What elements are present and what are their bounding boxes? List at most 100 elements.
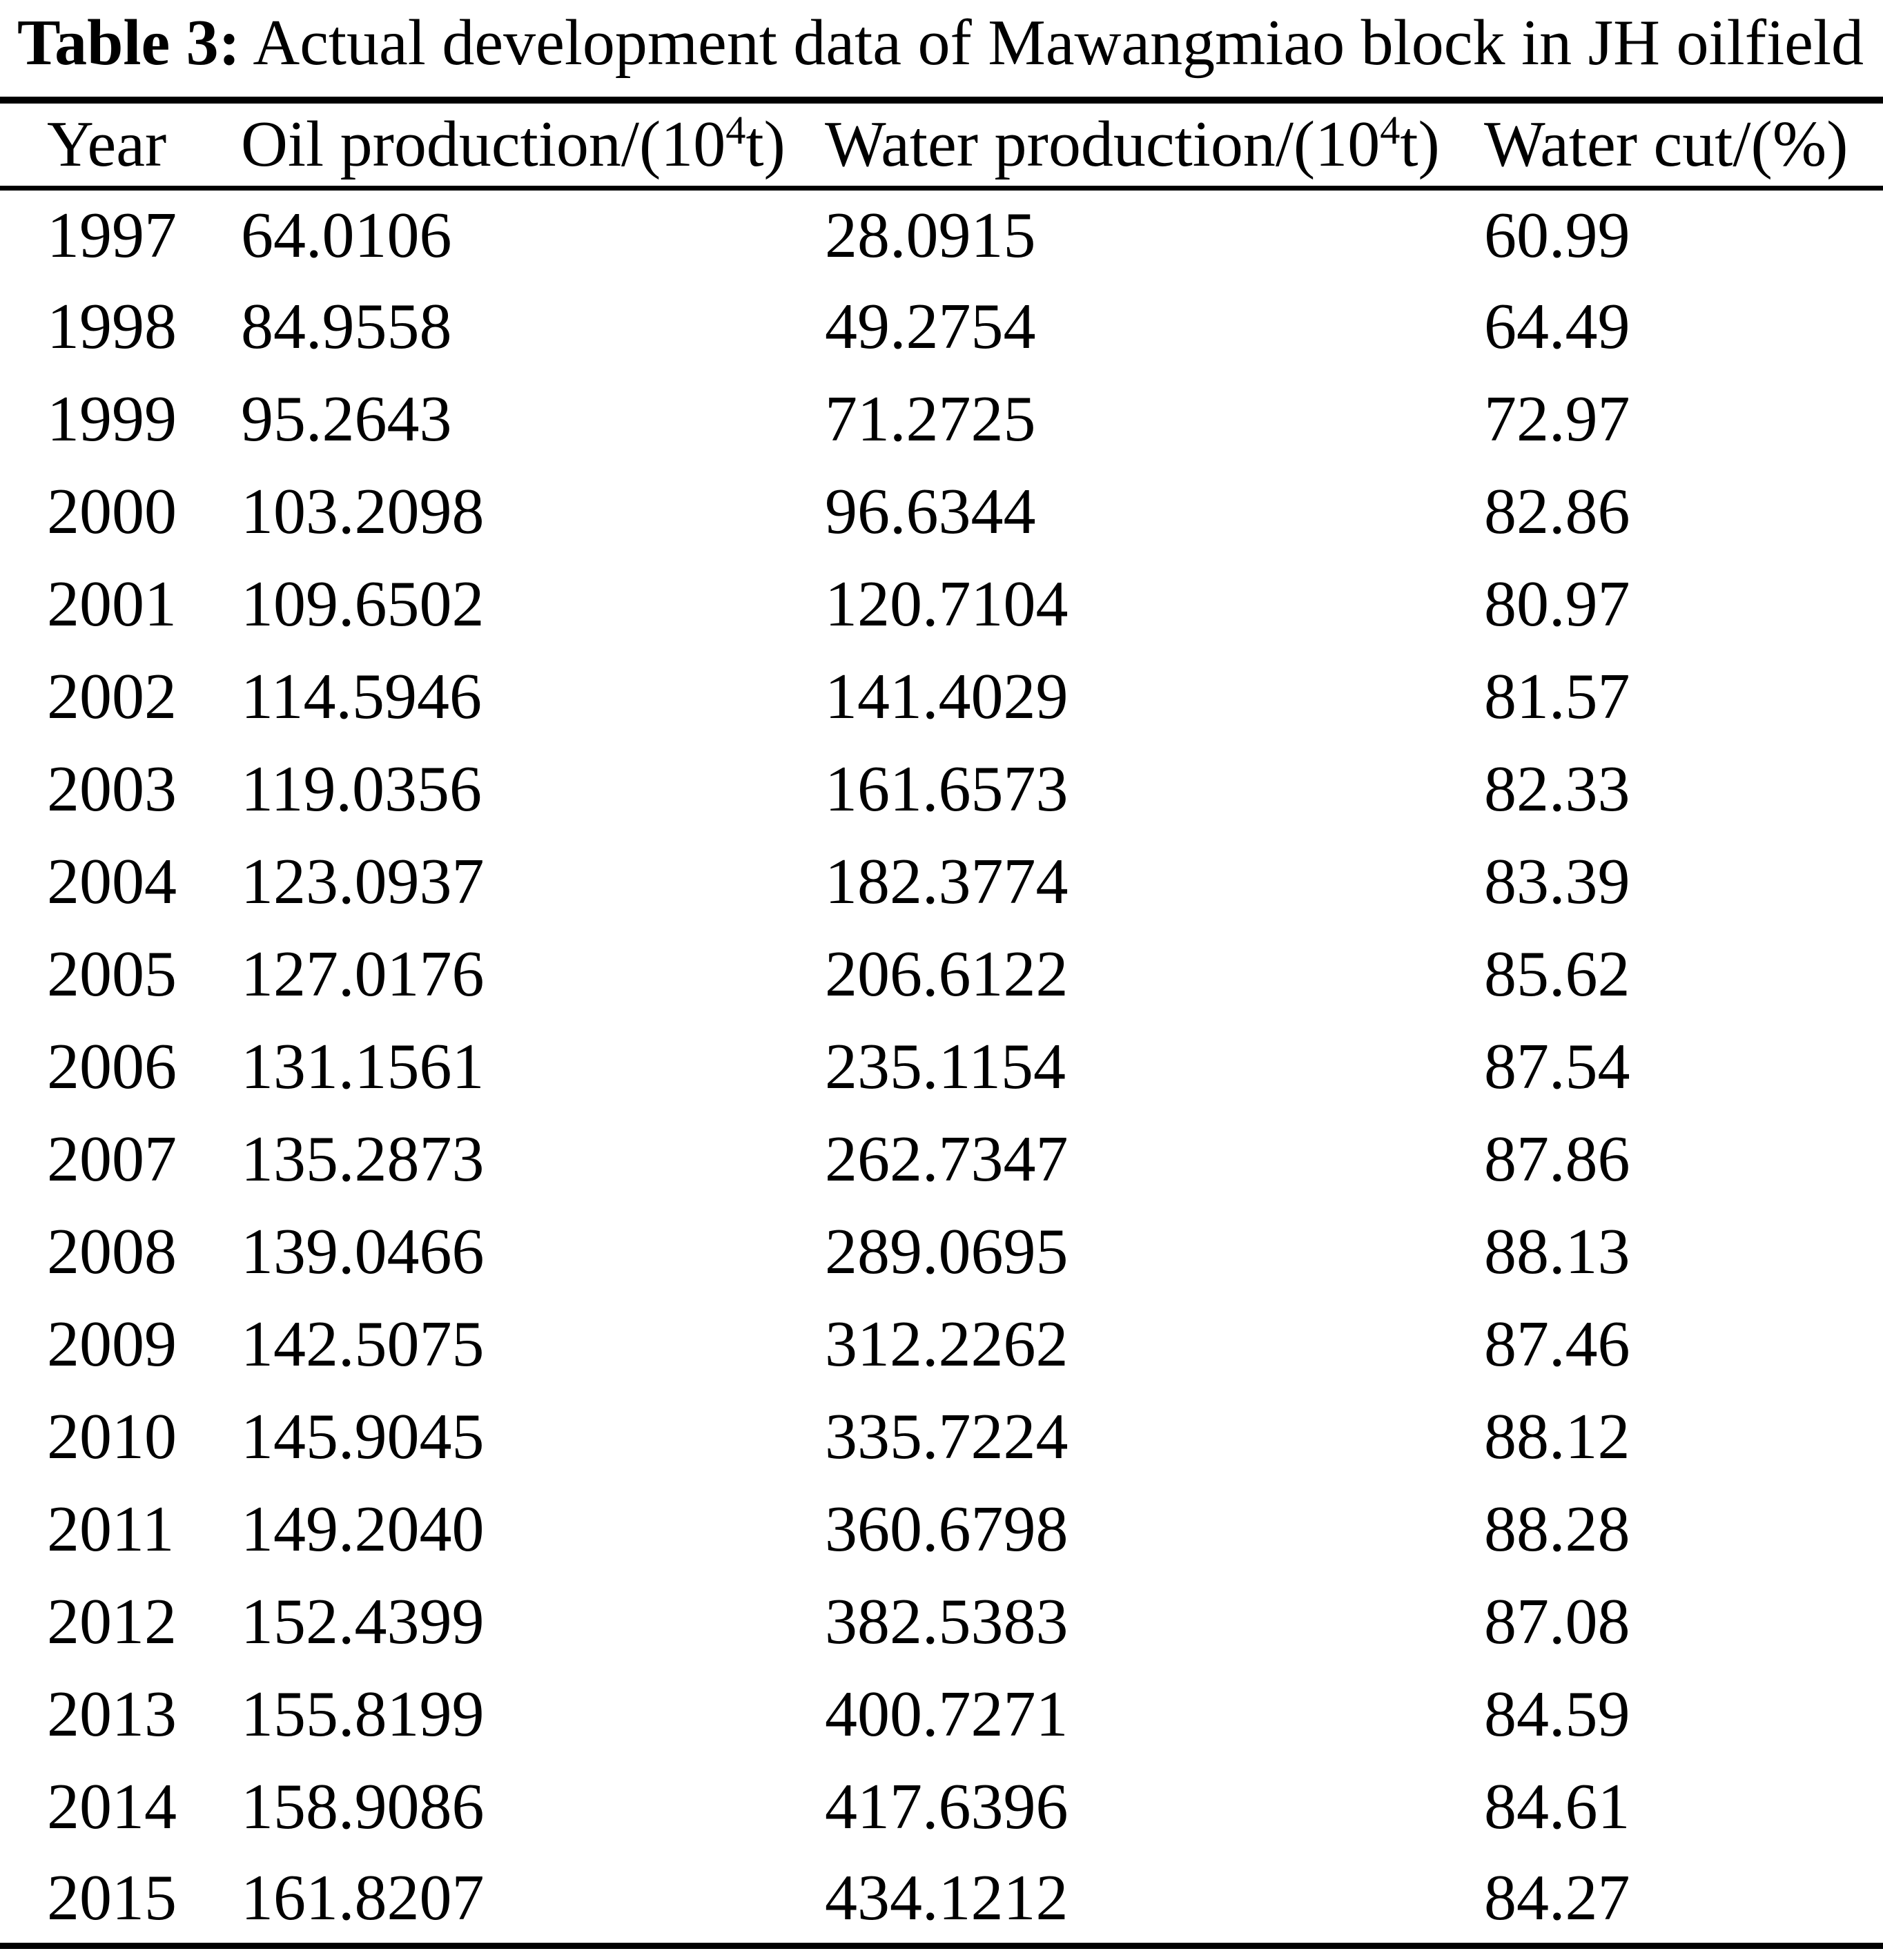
cell-water-cut: 84.59: [1484, 1678, 1630, 1750]
cell-year: 2011: [47, 1493, 175, 1565]
cell-year: 2002: [47, 661, 177, 732]
table-row: 2009 142.5075 312.2262 87.46: [0, 1298, 1883, 1390]
cell-year: 2010: [47, 1401, 177, 1473]
cell-water-production: 335.7224: [825, 1401, 1069, 1473]
cell-water-production: 382.5383: [825, 1586, 1069, 1658]
header-oil-production: Oil production/(104t): [241, 100, 825, 188]
cell-water-cut: 88.12: [1484, 1401, 1630, 1473]
header-row: Year Oil production/(104t) Water product…: [0, 100, 1883, 188]
cell-oil-production: 142.5075: [241, 1308, 485, 1380]
cell-water-cut: 80.97: [1484, 568, 1630, 640]
cell-year: 2007: [47, 1123, 177, 1195]
cell-water-production: 417.6396: [825, 1771, 1069, 1843]
table-row: 2010 145.9045 335.7224 88.12: [0, 1390, 1883, 1483]
header-water-post: t): [1400, 108, 1440, 181]
header-water-sup: 4: [1380, 108, 1401, 153]
cell-oil-production: 123.0937: [241, 846, 485, 918]
cell-oil-production: 149.2040: [241, 1493, 485, 1565]
table-row: 1997 64.0106 28.0915 60.99: [0, 188, 1883, 280]
cell-water-production: 235.1154: [825, 1031, 1066, 1103]
cell-water-cut: 84.61: [1484, 1771, 1630, 1843]
cell-oil-production: 103.2098: [241, 476, 485, 547]
cell-water-production: 400.7271: [825, 1678, 1069, 1750]
cell-year: 2008: [47, 1216, 177, 1288]
cell-water-cut: 87.08: [1484, 1586, 1630, 1658]
cell-water-production: 28.0915: [825, 199, 1036, 271]
table-row: 2004 123.0937 182.3774 83.39: [0, 835, 1883, 928]
cell-year: 2006: [47, 1031, 177, 1103]
table-header: Year Oil production/(104t) Water product…: [0, 100, 1883, 188]
table-row: 2013 155.8199 400.7271 84.59: [0, 1668, 1883, 1760]
header-cut-text: Water cut/(%): [1484, 108, 1848, 181]
table-row: 2006 131.1561 235.1154 87.54: [0, 1020, 1883, 1113]
cell-year: 2001: [47, 568, 177, 640]
cell-water-production: 141.4029: [825, 661, 1069, 732]
cell-water-cut: 87.86: [1484, 1123, 1630, 1195]
cell-water-cut: 60.99: [1484, 199, 1630, 271]
table-row: 2001 109.6502 120.7104 80.97: [0, 558, 1883, 650]
cell-year: 2012: [47, 1586, 177, 1658]
cell-year: 1998: [47, 291, 177, 362]
header-year: Year: [0, 100, 241, 188]
cell-oil-production: 158.9086: [241, 1771, 485, 1843]
cell-water-cut: 87.46: [1484, 1308, 1630, 1380]
table-row: 2008 139.0466 289.0695 88.13: [0, 1205, 1883, 1298]
cell-water-production: 434.1212: [825, 1861, 1069, 1934]
table-caption-text: Actual development data of Mawangmiao bl…: [240, 7, 1864, 79]
cell-year: 1999: [47, 383, 177, 455]
cell-water-production: 182.3774: [825, 846, 1069, 918]
cell-oil-production: 127.0176: [241, 938, 485, 1010]
cell-water-production: 312.2262: [825, 1308, 1069, 1380]
cell-water-production: 120.7104: [825, 568, 1069, 640]
cell-year: 2000: [47, 476, 177, 547]
cell-water-cut: 64.49: [1484, 291, 1630, 362]
header-water-production: Water production/(104t): [825, 100, 1484, 188]
cell-water-cut: 81.57: [1484, 661, 1630, 732]
table-number-label: Table 3:: [17, 7, 240, 79]
cell-oil-production: 119.0356: [241, 753, 482, 825]
cell-water-cut: 88.13: [1484, 1216, 1630, 1288]
cell-year: 1997: [47, 199, 177, 271]
header-water-cut: Water cut/(%): [1484, 100, 1883, 188]
cell-water-production: 49.2754: [825, 291, 1036, 362]
cell-water-production: 71.2725: [825, 383, 1036, 455]
cell-year: 2009: [47, 1308, 177, 1380]
data-table: Year Oil production/(104t) Water product…: [0, 97, 1883, 1949]
cell-oil-production: 152.4399: [241, 1586, 485, 1658]
cell-oil-production: 135.2873: [241, 1123, 485, 1195]
cell-water-cut: 85.62: [1484, 938, 1630, 1010]
table-row: 2002 114.5946 141.4029 81.57: [0, 650, 1883, 743]
cell-oil-production: 114.5946: [241, 661, 482, 732]
table-row: 2003 119.0356 161.6573 82.33: [0, 743, 1883, 835]
table-row: 2014 158.9086 417.6396 84.61: [0, 1760, 1883, 1853]
table-row: 1999 95.2643 71.2725 72.97: [0, 373, 1883, 465]
cell-oil-production: 109.6502: [241, 568, 485, 640]
cell-water-production: 206.6122: [825, 938, 1069, 1010]
cell-water-cut: 83.39: [1484, 846, 1630, 918]
cell-water-cut: 72.97: [1484, 383, 1630, 455]
table-row: 2000 103.2098 96.6344 82.86: [0, 465, 1883, 558]
cell-oil-production: 95.2643: [241, 383, 452, 455]
cell-oil-production: 155.8199: [241, 1678, 485, 1750]
table-row: 2015 161.8207 434.1212 84.27: [0, 1853, 1883, 1946]
table-row: 2005 127.0176 206.6122 85.62: [0, 928, 1883, 1020]
cell-water-production: 96.6344: [825, 476, 1036, 547]
table-row: 1998 84.9558 49.2754 64.49: [0, 280, 1883, 373]
header-water-text: Water production/(10: [825, 108, 1380, 181]
header-oil-sup: 4: [725, 108, 746, 153]
cell-year: 2013: [47, 1678, 177, 1750]
header-oil-text: Oil production/(10: [241, 108, 726, 181]
cell-water-production: 360.6798: [825, 1493, 1069, 1565]
cell-oil-production: 131.1561: [241, 1031, 485, 1103]
cell-water-cut: 88.28: [1484, 1493, 1630, 1565]
cell-oil-production: 64.0106: [241, 199, 452, 271]
cell-water-cut: 82.33: [1484, 753, 1630, 825]
cell-water-production: 289.0695: [825, 1216, 1069, 1288]
cell-year: 2005: [47, 938, 177, 1010]
cell-oil-production: 139.0466: [241, 1216, 485, 1288]
header-year-text: Year: [47, 108, 167, 181]
cell-year: 2015: [47, 1861, 177, 1934]
header-oil-post: t): [745, 108, 786, 181]
cell-year: 2004: [47, 846, 177, 918]
